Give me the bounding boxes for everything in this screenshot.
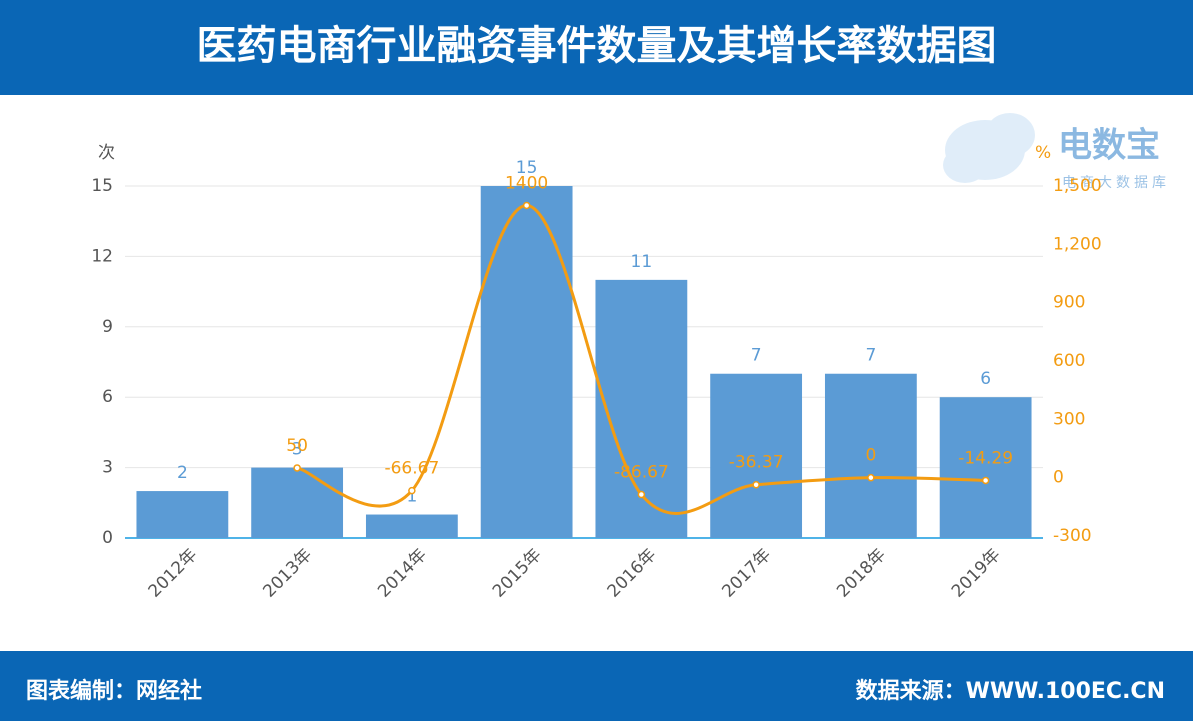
x-tick-label: 2012年: [145, 545, 202, 602]
bar-value-label: 1: [406, 487, 417, 507]
x-tick-label: 2017年: [718, 545, 775, 602]
bar: [595, 279, 688, 538]
line-value-label: 1400: [505, 173, 548, 193]
line-point: [522, 201, 531, 210]
y-tick-label: 9: [102, 317, 113, 337]
y2-tick-label: 900: [1053, 293, 1085, 313]
footer: 图表编制：网经社 数据来源：WWW.100EC.CN: [0, 651, 1193, 721]
line-point: [867, 473, 875, 482]
line-value-label: -66.67: [384, 459, 439, 479]
y2-tick-label: 1,200: [1053, 234, 1102, 254]
source: 数据来源：WWW.100EC.CN: [855, 679, 1165, 704]
watermark-name: 电数宝: [1058, 126, 1160, 166]
y-tick-label: 15: [91, 176, 113, 196]
y2-tick-label: 0: [1053, 468, 1064, 488]
bar: [136, 491, 229, 538]
bar: [824, 373, 917, 538]
bar: [480, 186, 573, 538]
line-value-label: 50: [286, 436, 308, 456]
credit: 图表编制：网经社: [26, 679, 203, 704]
x-tick-label: 2015年: [489, 545, 546, 602]
line-point: [981, 476, 990, 485]
x-tick-label: 2013年: [259, 545, 316, 602]
line-value-label: -86.67: [614, 463, 669, 483]
bar-value-label: 3: [292, 440, 303, 460]
y-tick-label: 6: [102, 387, 113, 407]
chart: 电数宝 电商大数据库 03691215-30003006009001,2001,…: [91, 113, 1170, 602]
x-tick-label: 2016年: [604, 545, 661, 602]
bar: [939, 397, 1032, 538]
y-tick-label: 3: [102, 458, 113, 478]
line-value-label: -36.37: [729, 453, 784, 473]
bar: [365, 514, 458, 538]
line-value-label: -14.29: [958, 448, 1013, 468]
y2-tick-label: 600: [1053, 351, 1085, 371]
line-point: [408, 486, 416, 495]
y-tick-label: 0: [102, 528, 113, 548]
x-tick-label: 2019年: [948, 545, 1005, 602]
bar-value-label: 7: [751, 346, 762, 366]
bar-value-label: 15: [516, 158, 538, 178]
x-tick-label: 2014年: [374, 545, 431, 602]
bar-value-label: 11: [631, 252, 653, 272]
bar: [251, 467, 344, 538]
line-value-label: 0: [865, 446, 876, 466]
y2-tick-label: -300: [1053, 526, 1092, 546]
y2-tick-label: 300: [1053, 409, 1085, 429]
bar-value-label: 7: [865, 346, 876, 366]
line-point: [752, 480, 760, 489]
y2-axis-label: %: [1035, 143, 1051, 163]
bar-value-label: 6: [980, 369, 991, 389]
y2-tick-label: 1,500: [1053, 176, 1102, 196]
bar-value-label: 2: [177, 463, 188, 483]
watermark-logo: [943, 113, 1035, 183]
header-title: 医药电商行业融资事件数量及其增长率数据图: [0, 0, 1193, 95]
line-point: [637, 490, 646, 499]
watermark-tagline: 电商大数据库: [1062, 175, 1170, 191]
x-tick-label: 2018年: [833, 545, 890, 602]
y-axis-label: 次: [98, 143, 115, 163]
bar: [710, 373, 803, 538]
line-point: [293, 464, 301, 472]
y-tick-label: 12: [91, 246, 113, 266]
